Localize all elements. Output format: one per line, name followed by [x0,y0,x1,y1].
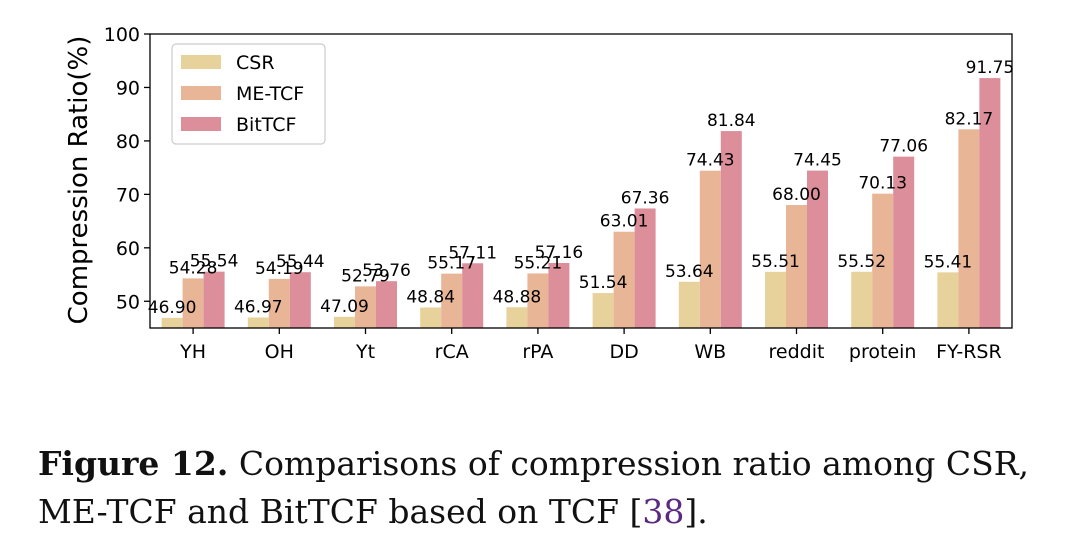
data-label: 55.17 [427,254,476,274]
data-label: 46.97 [234,297,283,317]
figure-label: Figure 12. [38,444,229,483]
bar-csr-oh [247,317,269,328]
data-label: 48.84 [406,287,455,307]
data-label: 54.28 [169,258,218,278]
data-label: 70.13 [858,174,907,194]
y-tick-label: 50 [116,291,140,313]
x-tick-label: rCA [435,341,469,363]
bar-csr-fy-rsr [937,272,959,328]
x-tick-label: protein [849,341,917,363]
bar-bittcf-rpa [548,262,570,328]
y-tick-label: 80 [116,131,140,153]
axes-frame [149,33,1013,329]
bar-me-tcf-oh [268,278,290,328]
bar-me-tcf-fy-rsr [958,129,980,328]
bar-bittcf-reddit [807,170,828,328]
bar-me-tcf-rpa [527,273,549,328]
reference-link[interactable]: 38 [642,492,685,531]
y-tick-label: 100 [104,24,140,46]
data-label: 74.45 [793,151,842,171]
bar-csr-yh [161,317,183,328]
bar-me-tcf-protein [872,193,894,328]
bar-chart: 46.90 46.97 47.09 48.84 48.88 51.54 53.64 55.51… [64,24,1015,363]
x-tick-label: FY-RSR [936,341,1002,363]
bar-csr-protein [851,271,873,328]
x-tick-label: DD [609,341,638,363]
data-label: 63.01 [600,212,649,232]
legend-swatch-me-tcf [181,86,221,100]
data-label: 74.43 [686,151,735,171]
bar-me-tcf-rca [441,273,463,328]
y-tick-label: 70 [116,184,140,206]
y-tick-label: 90 [116,77,140,99]
x-tick-label: OH [265,341,294,363]
data-label: 53.64 [665,262,714,282]
data-label: 55.51 [751,252,800,272]
data-label: 55.21 [514,253,563,273]
bar-bittcf-protein [893,156,915,328]
bar-me-tcf-dd [613,231,635,328]
data-label: 55.54 [190,252,239,272]
bar-me-tcf-yt [355,286,376,328]
data-label: 67.36 [621,188,670,208]
data-label: 55.44 [276,252,325,272]
x-tick-label: reddit [769,341,825,363]
data-label: 77.06 [879,137,928,157]
data-label: 52.79 [341,266,390,286]
bar-bittcf-rca [462,263,484,328]
legend-label-csr: CSR [236,52,275,74]
data-label: 51.54 [579,273,628,293]
data-label: 55.52 [837,252,886,272]
data-label: 46.90 [148,298,197,318]
legend-swatch-csr [181,55,221,69]
plot-area: 46.90 46.97 47.09 48.84 48.88 51.54 53.64 55.51… [104,24,1015,363]
data-label: 91.75 [966,58,1015,78]
legend-label-me-tcf: ME-TCF [236,83,304,105]
x-tick-label: Yt [355,341,375,363]
bar-bittcf-yh [203,271,225,328]
data-label: 57.11 [448,243,497,263]
x-tick-label: YH [179,341,206,363]
legend-label-bittcf: BitTCF [236,114,296,136]
ref-open: [ [629,492,643,531]
bar-bittcf-oh [289,272,311,328]
data-label: 68.00 [772,185,821,205]
caption-text: Comparisons of compression ratio among C… [38,444,1030,531]
data-label: 57.16 [535,243,584,263]
bar-csr-reddit [765,271,786,328]
bar-csr-yt [334,316,355,328]
data-label: 82.17 [945,109,994,129]
data-label: 53.76 [362,261,411,281]
bar-bittcf-dd [634,208,656,328]
bar-me-tcf-yh [182,278,204,328]
y-tick-label: 60 [116,238,140,260]
bar-csr-rca [420,307,442,328]
data-label: 54.19 [255,259,304,279]
figure-caption: Figure 12. Comparisons of compression ra… [38,440,1068,536]
y-axis-label: Compression Ratio(%) [64,36,94,325]
legend-swatch-bittcf [181,117,221,131]
bar-csr-wb [678,281,700,328]
data-label: 55.41 [924,252,973,272]
x-tick-label: WB [694,341,726,363]
bar-csr-rpa [506,307,528,328]
data-label: 48.88 [493,287,542,307]
bar-bittcf-wb [720,131,742,328]
bar-me-tcf-wb [699,170,721,328]
bar-bittcf-yt [376,281,397,328]
bar-bittcf-fy-rsr [979,78,1001,328]
data-label: 47.09 [320,297,369,317]
ref-close: ]. [684,492,708,531]
bar-me-tcf-reddit [786,205,807,328]
bar-csr-dd [592,293,614,328]
data-label: 81.84 [707,111,756,131]
x-tick-label: rPA [522,341,553,363]
